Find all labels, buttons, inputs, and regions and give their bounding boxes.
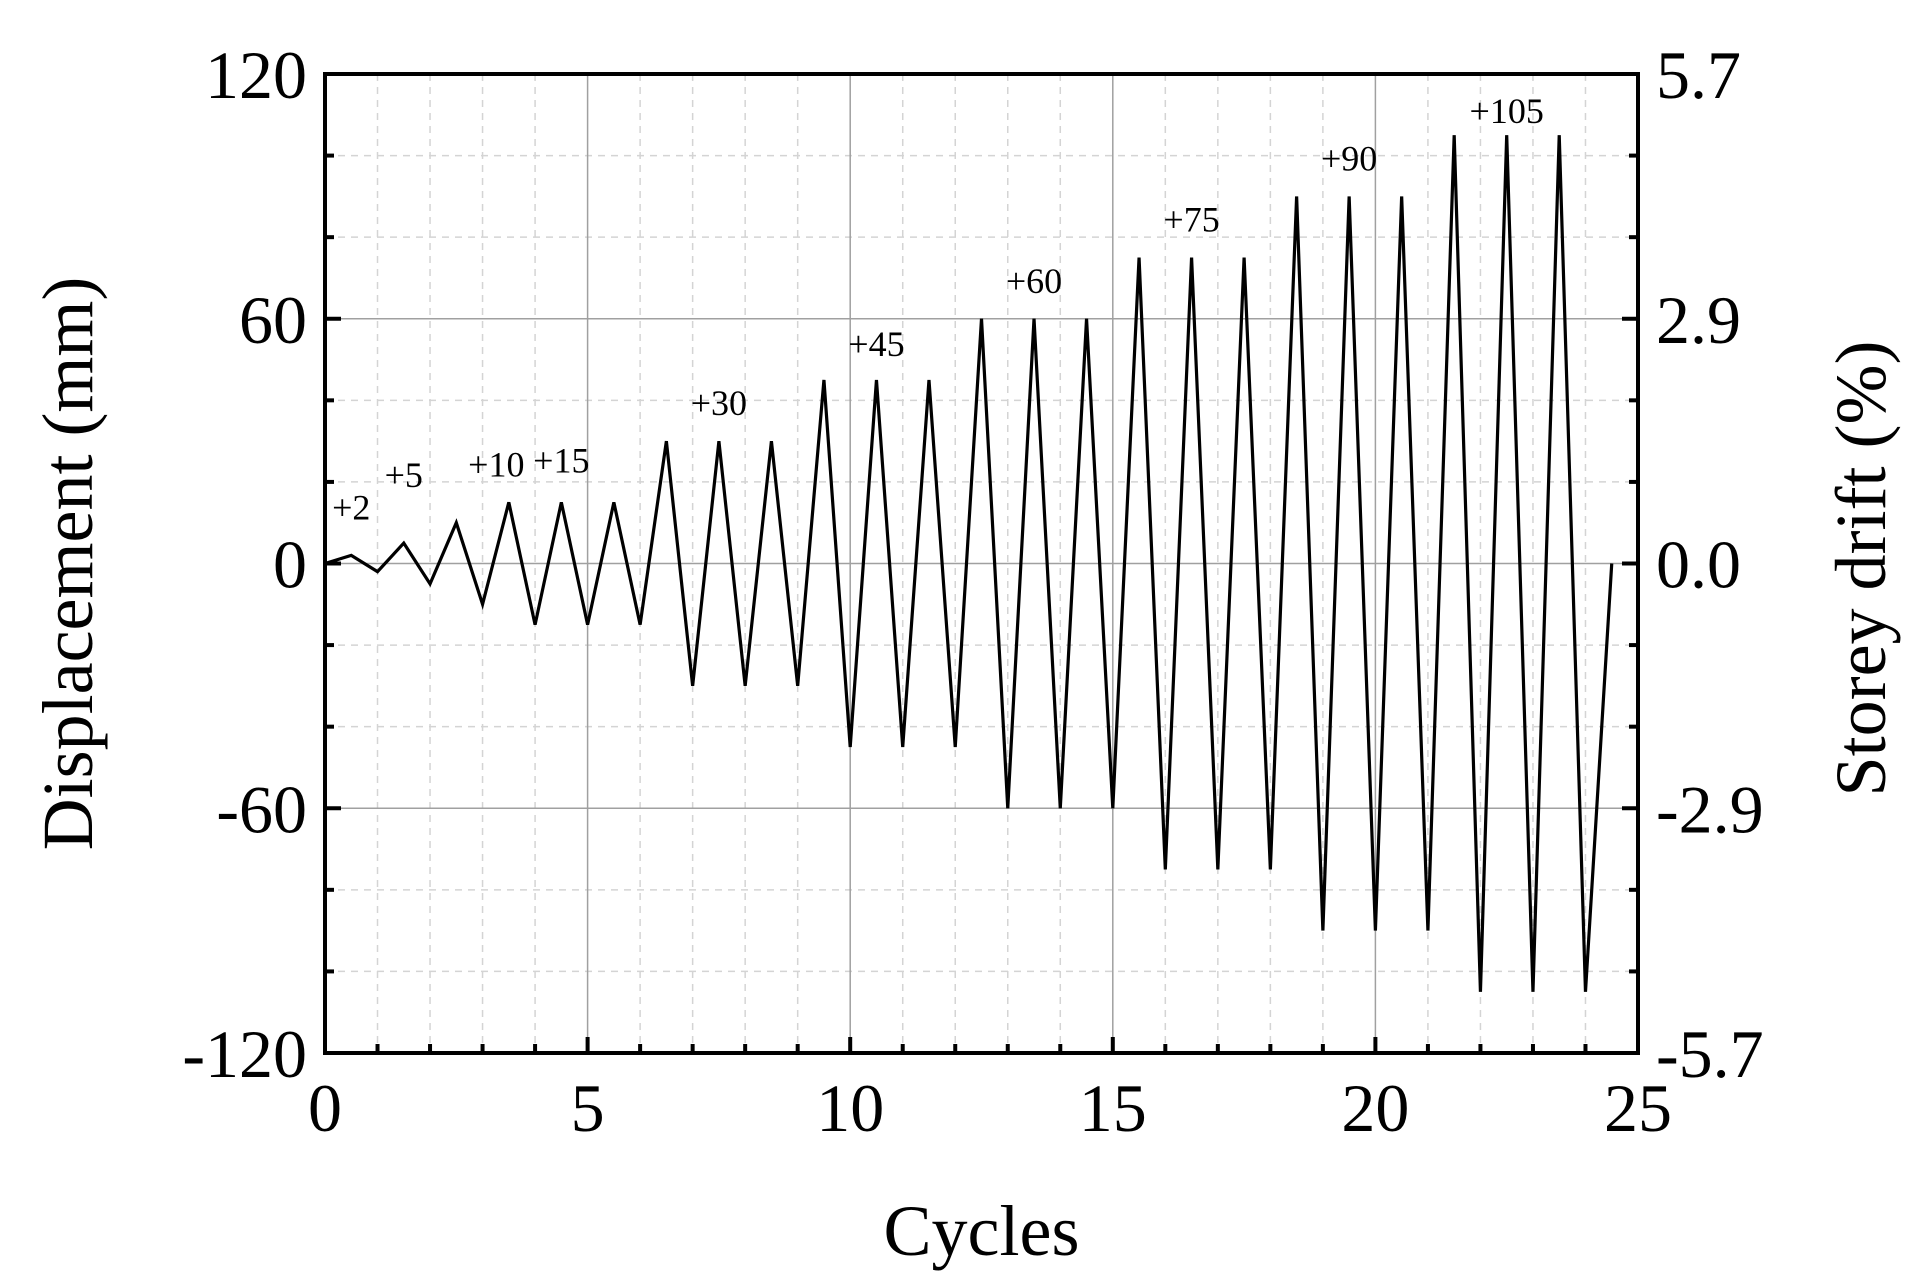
x-tick-label: 15 — [1079, 1070, 1147, 1146]
y-axis-title: Displacement (mm) — [28, 277, 108, 851]
annotations: +2 +5 +10 +15 +30 +45 +60 +75 +90 +105 — [332, 91, 1544, 527]
peak-annotation: +10 — [468, 445, 524, 485]
y2-tick-label: -2.9 — [1656, 771, 1764, 847]
y-tick-label: -120 — [182, 1016, 307, 1092]
peak-annotation: +60 — [1006, 261, 1062, 301]
peak-annotation: +15 — [533, 440, 589, 480]
tick-marks — [323, 72, 1640, 1055]
tick-labels: 0 5 10 15 20 25 -120 -60 0 60 120 -5.7 -2.9 0.0 2.9 5.7 — [182, 37, 1763, 1146]
x-tick-label: 25 — [1604, 1070, 1672, 1146]
peak-annotation: +105 — [1470, 91, 1544, 131]
y2-tick-label: -5.7 — [1656, 1016, 1764, 1092]
x-tick-label: 5 — [571, 1070, 605, 1146]
y2-axis-title: Storey drift (%) — [1821, 341, 1901, 797]
x-tick-label: 20 — [1341, 1070, 1409, 1146]
y-tick-label: -60 — [216, 771, 307, 847]
peak-annotation: +45 — [848, 324, 904, 364]
series-layer — [324, 135, 1614, 992]
y-tick-label: 60 — [239, 282, 307, 358]
peak-annotation: +5 — [385, 455, 423, 495]
y-tick-label: 0 — [273, 527, 307, 603]
series-line — [324, 135, 1614, 992]
peak-annotation: +2 — [332, 487, 370, 527]
y2-tick-label: 0.0 — [1656, 527, 1741, 603]
x-tick-label: 10 — [816, 1070, 884, 1146]
y2-tick-label: 2.9 — [1656, 282, 1741, 358]
peak-annotation: +75 — [1163, 200, 1219, 240]
y2-tick-label: 5.7 — [1656, 37, 1741, 113]
x-tick-label: 0 — [308, 1070, 342, 1146]
x-axis-title: Cycles — [884, 1191, 1080, 1271]
peak-annotation: +90 — [1321, 138, 1377, 178]
peak-annotation: +30 — [691, 383, 747, 423]
y-tick-label: 120 — [205, 37, 307, 113]
